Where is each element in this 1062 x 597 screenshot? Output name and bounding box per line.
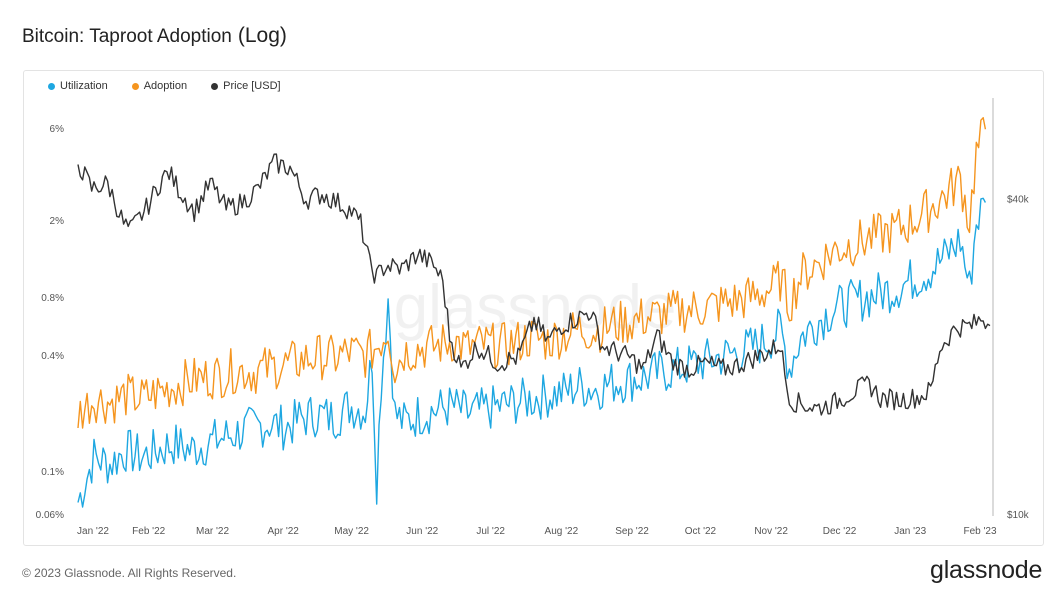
x-tick-label: Apr '22 bbox=[268, 526, 300, 537]
x-tick-label: Feb '22 bbox=[132, 526, 165, 537]
x-tick-label: Jul '22 bbox=[476, 526, 505, 537]
x-tick-label: Mar '22 bbox=[196, 526, 229, 537]
legend-label-price: Price [USD] bbox=[223, 80, 281, 92]
y-right-tick-label: $10k bbox=[1007, 510, 1030, 521]
chart-title-main: Bitcoin: Taproot Adoption bbox=[22, 26, 232, 47]
y-left-tick-label: 6% bbox=[50, 124, 65, 135]
y-axis-right: $10k $40k bbox=[1007, 195, 1030, 521]
chart-frame bbox=[23, 70, 1044, 546]
x-tick-label: Sep '22 bbox=[615, 526, 649, 537]
x-tick-label: Jan '22 bbox=[77, 526, 109, 537]
copyright-text: © 2023 Glassnode. All Rights Reserved. bbox=[22, 566, 237, 580]
watermark: glassnode bbox=[394, 273, 677, 342]
brand-logo: glassnode bbox=[930, 556, 1043, 584]
legend-item-utilization[interactable]: Utilization bbox=[48, 80, 108, 92]
series-line-adoption bbox=[77, 117, 987, 429]
series-layer bbox=[77, 117, 991, 508]
legend-item-adoption[interactable]: Adoption bbox=[131, 80, 188, 92]
y-left-tick-label: 0.06% bbox=[36, 510, 64, 521]
y-axis-left: 0.06% 0.1% 0.4% 0.8% 2% 6% bbox=[36, 124, 64, 521]
y-left-tick-label: 0.8% bbox=[41, 293, 64, 304]
chart-legend: Utilization Adoption Price [USD] bbox=[48, 80, 281, 92]
legend-dot-adoption bbox=[131, 82, 139, 90]
y-left-tick-label: 0.4% bbox=[41, 351, 64, 362]
chart-title-scale: (Log) bbox=[237, 24, 287, 47]
y-left-tick-label: 0.1% bbox=[41, 467, 64, 478]
chart-title: Bitcoin: Taproot Adoption (Log) bbox=[22, 24, 287, 48]
y-left-tick-label: 2% bbox=[50, 216, 65, 227]
legend-item-price[interactable]: Price [USD] bbox=[211, 80, 281, 92]
x-tick-label: Nov '22 bbox=[754, 526, 788, 537]
y-right-tick-label: $40k bbox=[1007, 195, 1030, 206]
x-tick-label: Aug '22 bbox=[545, 526, 579, 537]
legend-dot-utilization bbox=[48, 82, 55, 90]
x-axis: Jan '22 Feb '22 Mar '22 Apr '22 May '22 Jun '… bbox=[77, 526, 997, 537]
x-tick-label: Dec '22 bbox=[823, 526, 857, 537]
legend-label-utilization: Utilization bbox=[60, 80, 108, 92]
legend-dot-price bbox=[211, 82, 219, 90]
legend-label-adoption: Adoption bbox=[143, 80, 188, 92]
x-tick-label: Jun '22 bbox=[406, 526, 438, 537]
x-tick-label: Oct '22 bbox=[685, 526, 717, 537]
x-tick-label: Jan '23 bbox=[894, 526, 926, 537]
x-tick-label: May '22 bbox=[334, 526, 369, 537]
x-tick-label: Feb '23 bbox=[963, 526, 996, 537]
series-line-utilization bbox=[77, 197, 987, 508]
series-line-price-usd bbox=[77, 153, 991, 416]
